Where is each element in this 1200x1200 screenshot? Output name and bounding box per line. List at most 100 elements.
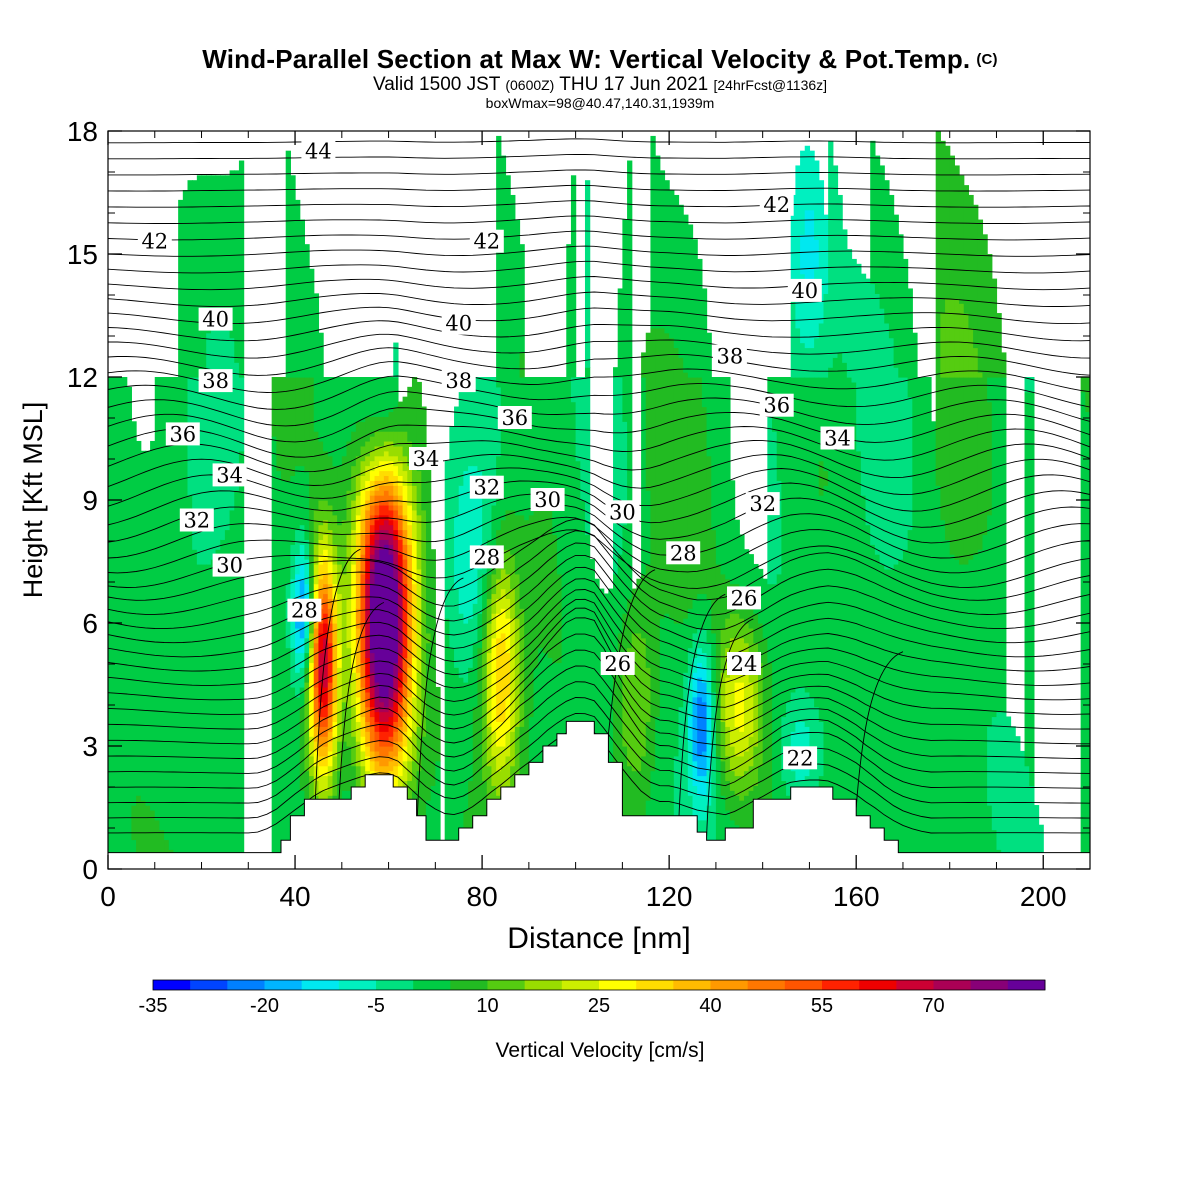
colorbar-swatch <box>933 980 972 990</box>
svg-text:38: 38 <box>202 369 229 393</box>
svg-text:38: 38 <box>445 369 472 393</box>
valid-zulu: (0600Z) <box>505 77 555 93</box>
svg-text:26: 26 <box>731 586 758 610</box>
valid-time: Valid 1500 JST <box>372 74 501 95</box>
theta-contour-line <box>108 649 1090 760</box>
svg-text:24: 24 <box>731 652 758 676</box>
colorbar-tick-label: -20 <box>250 995 279 1017</box>
theta-contour-line <box>108 260 1090 274</box>
theta-contour-line <box>108 665 1090 774</box>
colorbar-swatch <box>338 980 377 990</box>
svg-text:32: 32 <box>749 492 776 516</box>
colorbar-swatch <box>859 980 897 990</box>
theta-contour-line <box>108 390 1090 427</box>
theta-contour-line <box>678 593 726 829</box>
theta-contour-line <box>108 245 1090 257</box>
y-tick-label: 3 <box>82 731 98 762</box>
colorbar-swatch <box>376 980 414 990</box>
colorbar: -35 -20 -5 10 25 40 55 70 <box>139 979 1046 1017</box>
y-tick-label: 9 <box>82 485 98 516</box>
y-axis-label: Height [Kft MSL] <box>18 402 48 599</box>
theta-contour-line <box>108 529 1090 589</box>
svg-text:34: 34 <box>413 447 440 471</box>
svg-text:30: 30 <box>534 488 561 512</box>
theta-label: 36 <box>497 406 532 430</box>
x-axis-label: Distance [nm] <box>507 922 690 955</box>
theta-contour-line <box>108 480 1090 528</box>
theta-label: 42 <box>469 229 504 254</box>
colorbar-tick-label: -5 <box>367 995 385 1017</box>
theta-label: 24 <box>727 652 761 676</box>
theta-contour-line <box>108 407 1090 443</box>
colorbar-swatch <box>524 980 563 990</box>
theta-contour-line <box>108 215 1090 224</box>
box-wmax-info: boxWmax=98@40.47,140.31,1939m <box>485 95 715 111</box>
theta-contour-line <box>855 651 904 808</box>
x-tick-label: 80 <box>467 881 498 912</box>
theta-contour-line <box>108 530 1090 616</box>
colorbar-swatch <box>450 980 488 990</box>
colorbar-tick-label: 40 <box>699 995 721 1017</box>
theta-contour-line <box>108 542 1090 631</box>
colorbar-swatch <box>264 980 303 990</box>
theta-contour-line <box>108 361 1090 393</box>
theta-contour-line <box>108 169 1090 176</box>
chart-subtitle: Valid 1500 JST (0600Z) THU 17 Jun 2021 [… <box>0 75 1200 95</box>
colorbar-swatch <box>673 980 711 990</box>
theta-contour-line <box>108 276 1090 291</box>
svg-text:34: 34 <box>216 463 243 487</box>
colorbar-frame <box>152 979 1046 991</box>
y-tick-label: 12 <box>67 362 98 393</box>
theta-contour-line <box>108 291 1090 308</box>
colorbar-swatch <box>227 980 265 990</box>
theta-contour-line <box>108 138 1090 144</box>
colorbar-swatch <box>710 980 749 990</box>
theta-label: 38 <box>712 344 747 369</box>
svg-text:40: 40 <box>791 279 818 303</box>
theta-contour-line <box>108 184 1090 192</box>
theta-label: 38 <box>441 369 476 393</box>
colorbar-swatch <box>784 980 823 990</box>
theta-label: 28 <box>666 541 701 565</box>
svg-text:42: 42 <box>473 230 500 254</box>
theta-contour-line <box>108 598 1090 701</box>
valid-date: THU 17 Jun 2021 <box>559 74 709 95</box>
theta-label: 22 <box>783 746 818 770</box>
theta-label: 42 <box>137 229 172 254</box>
theta-contour-line <box>108 712 1090 819</box>
colorbar-swatch <box>153 980 191 990</box>
colorbar-tick-label: 10 <box>476 995 498 1017</box>
svg-text:34: 34 <box>824 427 851 451</box>
theta-label: 32 <box>745 492 780 516</box>
theta-label: 28 <box>287 598 322 623</box>
colorbar-tick-label: 55 <box>811 995 833 1017</box>
colorbar-tick-label: -35 <box>139 995 168 1017</box>
svg-text:28: 28 <box>473 545 500 569</box>
svg-text:22: 22 <box>787 746 814 770</box>
svg-text:38: 38 <box>717 345 744 369</box>
theta-contour-line <box>313 548 361 849</box>
x-tick-label: 160 <box>833 881 880 912</box>
theta-contour-line <box>108 347 1090 376</box>
theta-contour-line <box>108 504 1090 559</box>
theta-contour-line <box>108 153 1090 160</box>
theta-label: 32 <box>179 508 214 533</box>
theta-contour-line <box>108 453 1090 496</box>
colorbar-swatch <box>1007 980 1046 990</box>
colorbar-label: Vertical Velocity [cm/s] <box>496 1039 705 1062</box>
theta-contour-line <box>108 566 1090 658</box>
theta-label: 30 <box>605 500 640 524</box>
theta-contour-line <box>108 440 1090 479</box>
theta-contour-line <box>108 375 1090 410</box>
theta-contour-line <box>108 578 1090 672</box>
svg-text:36: 36 <box>501 406 528 430</box>
forecast-info: [24hrFcst@1136z] <box>713 77 828 93</box>
theta-label: 26 <box>600 652 635 676</box>
svg-text:36: 36 <box>169 422 196 446</box>
chart-title: Wind-Parallel Section at Max W: Vertical… <box>202 44 998 74</box>
y-tick-label: 18 <box>67 116 98 147</box>
colorbar-tick-label: 25 <box>588 995 610 1017</box>
y-tick-label: 6 <box>82 608 98 639</box>
